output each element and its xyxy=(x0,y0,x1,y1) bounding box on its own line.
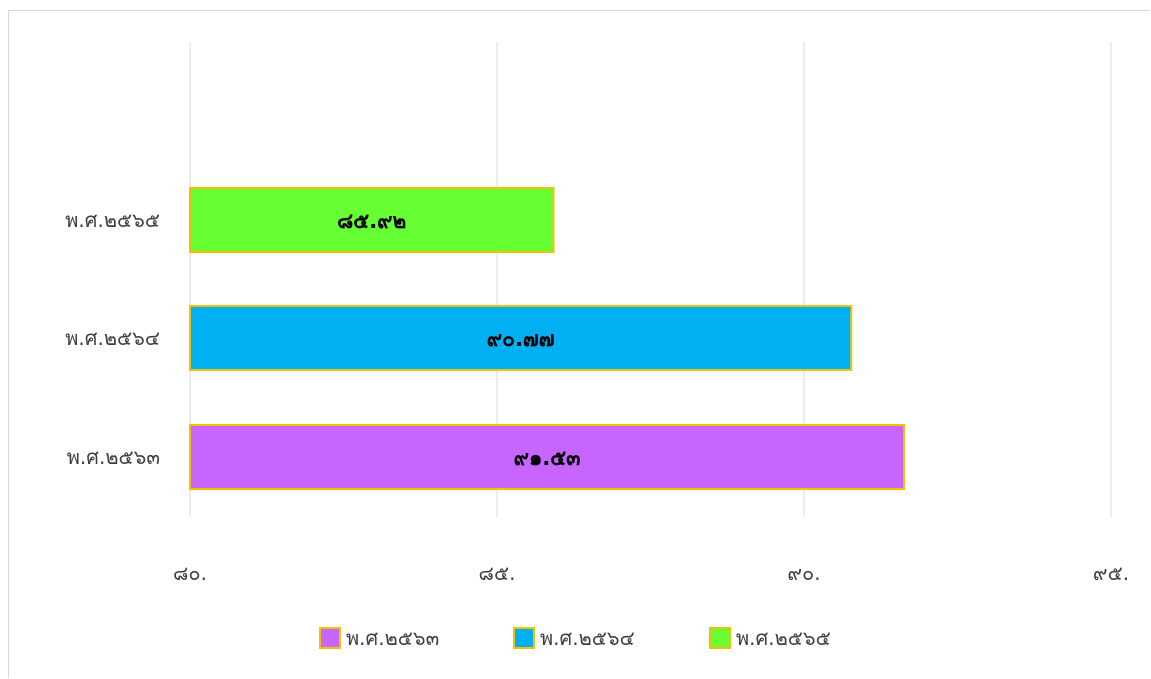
bar-1 xyxy=(189,424,906,490)
legend-label: พ.ศ.๒๕๖๕ xyxy=(736,626,831,650)
data-label: ๙๐.๗๗ xyxy=(487,327,555,351)
legend-swatch xyxy=(319,627,341,649)
legend-swatch xyxy=(513,627,535,649)
x-tick-label: ๙๐. xyxy=(787,561,820,585)
data-label: ๘๕.๙๒ xyxy=(337,209,406,233)
legend-label: พ.ศ.๒๕๖๓ xyxy=(346,626,439,650)
bar-2 xyxy=(189,305,853,371)
category-label: พ.ศ.๒๕๖๔ xyxy=(65,326,160,350)
legend-label: พ.ศ.๒๕๖๔ xyxy=(540,626,635,650)
category-label: พ.ศ.๒๕๖๕ xyxy=(65,208,160,232)
chart-frame xyxy=(8,10,1150,678)
x-tick-label: ๘๕. xyxy=(479,561,516,585)
bar-3 xyxy=(189,187,555,253)
legend-swatch xyxy=(709,627,731,649)
x-tick-label: ๙๕. xyxy=(1093,561,1129,585)
data-label: ๙๑.๕๓ xyxy=(514,446,581,470)
category-label: พ.ศ.๒๕๖๓ xyxy=(67,445,160,469)
x-tick-label: ๘๐. xyxy=(173,561,207,585)
